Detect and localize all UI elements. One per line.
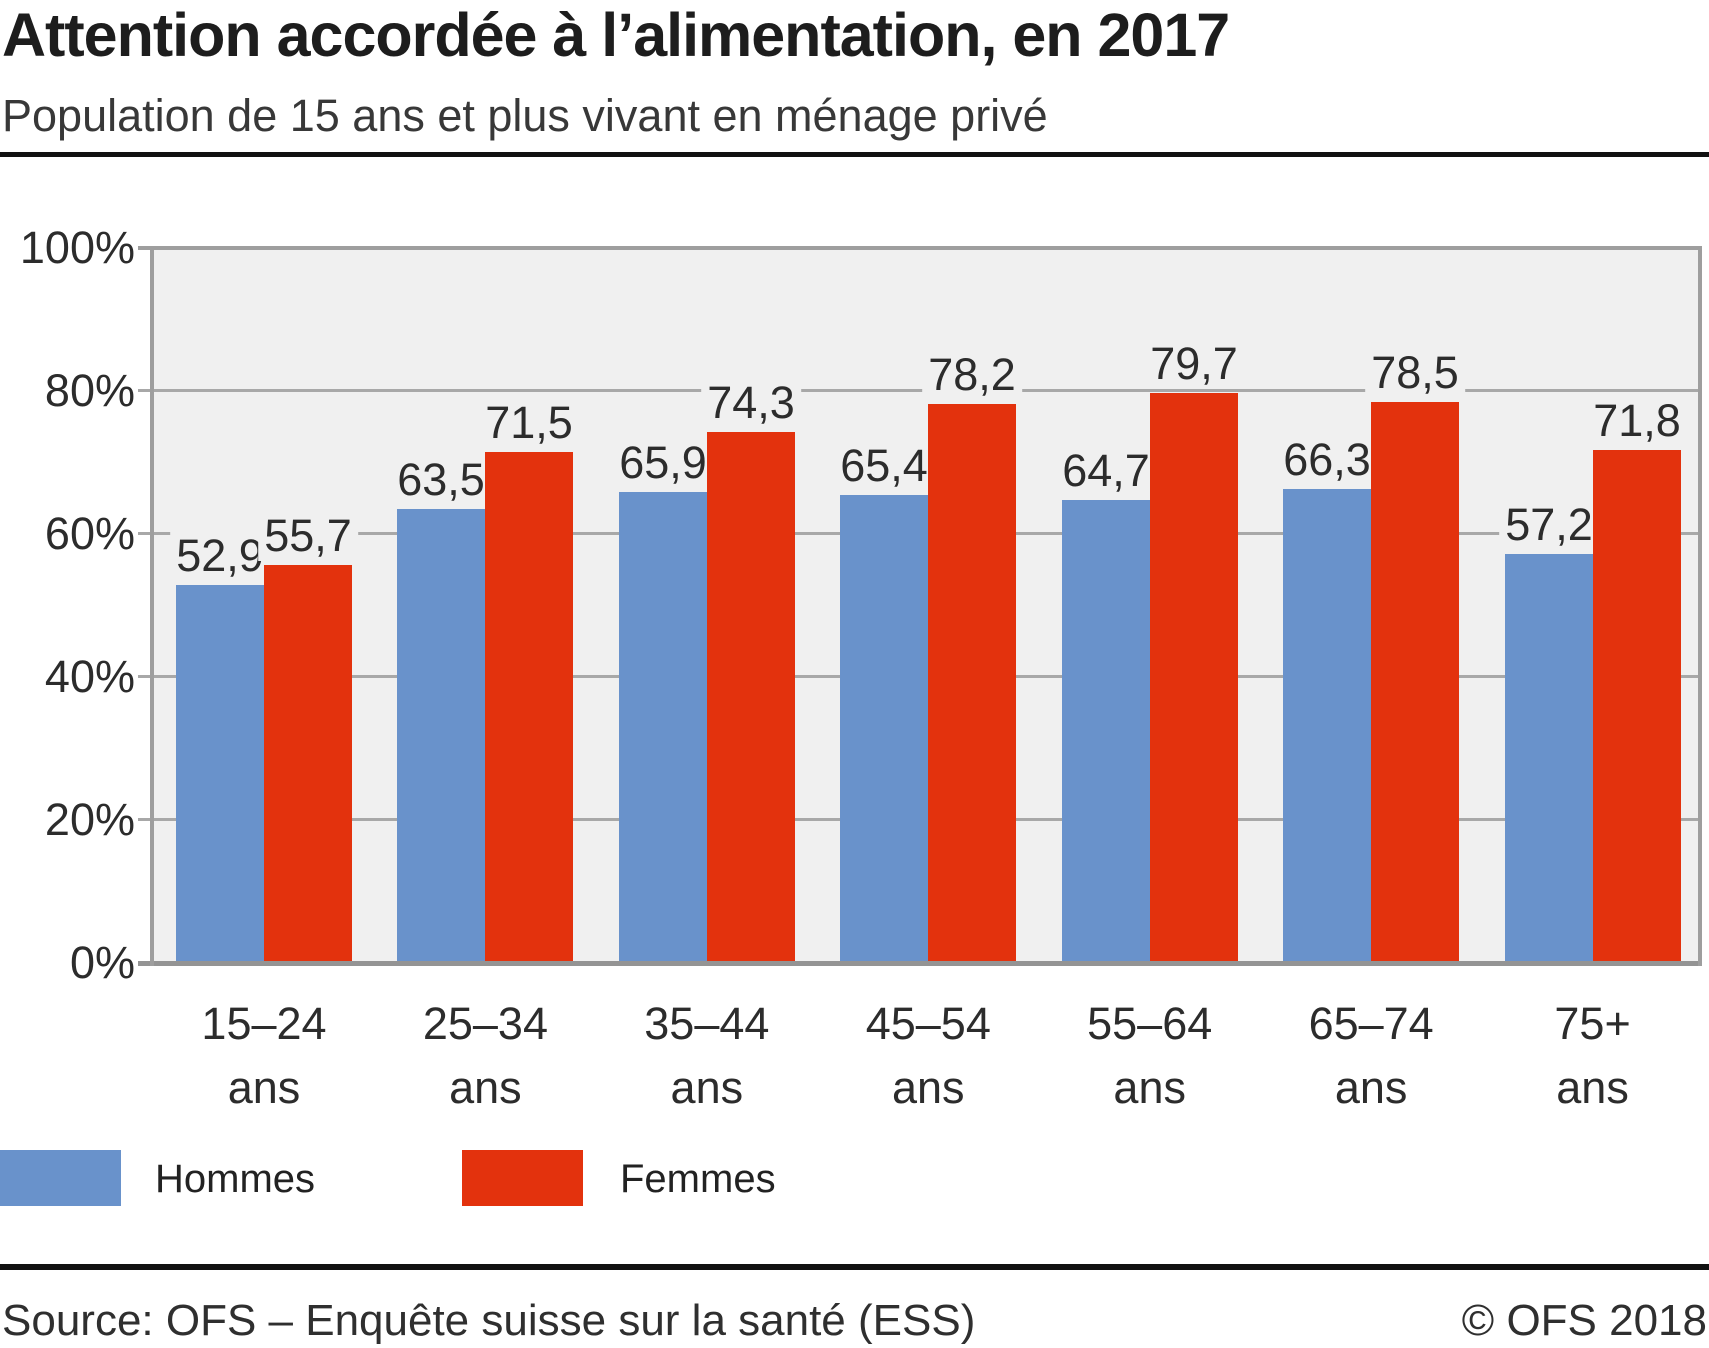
x-axis-label-45–54: 45–54 ans [866,992,991,1120]
chart-title: Attention accordée à l’alimentation, en … [2,1,1230,69]
x-axis-label-25–34: 25–34 ans [423,992,548,1120]
x-axis-label-65–74: 65–74 ans [1309,992,1434,1120]
x-axis-label-range: 65–74 [1308,998,1434,1049]
gridline-100pct [138,246,1702,250]
bar-femmes-45–54 [928,404,1016,963]
x-axis-label-35–44: 35–44 ans [644,992,769,1120]
x-axis-label-unit: ans [1556,1062,1629,1113]
legend-label-hommes: Hommes [155,1157,316,1201]
x-axis-label-unit: ans [1113,1062,1186,1113]
bar-value-label: 63,5 [391,454,491,505]
x-axis-label-range: 15–24 [201,998,327,1049]
bar-femmes-65–74 [1371,402,1459,963]
plot-area: 52,9 63,5 65,9 65,4 64,7 66,3 57,2 55,7 71,5 74,3… [138,248,1702,963]
legend-label-femmes: Femmes [620,1157,776,1201]
bar-hommes-25–34 [397,509,485,963]
bar-value-label: 65,4 [834,440,934,491]
bar-value-label: 78,5 [1365,347,1465,398]
plot-right-border [1698,246,1702,966]
legend-swatch-femmes [462,1150,583,1206]
x-axis-label-unit: ans [1334,1062,1408,1113]
bar-value-label: 57,2 [1499,499,1599,550]
bar-femmes-35–44 [707,432,795,963]
bar-hommes-15–24 [176,585,264,963]
x-axis-label-range: 25–34 [422,998,548,1049]
legend: Hommes Femmes [0,1150,1709,1206]
bar-value-label: 65,9 [613,437,713,488]
bar-value-label: 71,5 [479,397,579,448]
bar-hommes-65–74 [1283,489,1371,963]
bar-femmes-55–64 [1150,393,1238,963]
x-axis-label-range: 35–44 [644,998,770,1049]
x-axis-label-unit: ans [670,1062,744,1113]
bar-value-label: 74,3 [701,377,801,428]
x-axis-label-unit: ans [227,1062,301,1113]
x-axis-label-75+: 75+ ans [1554,992,1630,1120]
x-axis-line [138,961,1702,966]
legend-swatch-hommes [0,1150,121,1206]
header-divider [0,152,1709,157]
bar-value-label: 71,8 [1587,395,1687,446]
bar-hommes-75+ [1505,554,1593,963]
y-axis-line [150,246,154,966]
x-axis-label-range: 75+ [1554,998,1631,1049]
y-axis-tick-label: 0% [69,937,135,988]
y-axis-tick-label: 60% [44,508,135,559]
copyright-note: © OFS 2018 [1461,1296,1707,1345]
bar-hommes-55–64 [1062,500,1150,963]
bar-femmes-75+ [1593,450,1681,963]
x-axis-label-range: 55–64 [1087,998,1213,1049]
y-axis-tick-label: 80% [44,365,135,416]
chart-subtitle: Population de 15 ans et plus vivant en m… [2,90,1048,141]
bar-value-label: 66,3 [1277,434,1377,485]
x-axis-label-55–64: 55–64 ans [1087,992,1212,1120]
gridline-80% [138,389,1702,392]
bar-femmes-25–34 [485,452,573,963]
bar-hommes-45–54 [840,495,928,963]
footer-divider [0,1264,1709,1270]
x-axis-label-unit: ans [891,1062,965,1113]
bar-femmes-15–24 [264,565,352,963]
x-axis-label-15–24: 15–24 ans [201,992,326,1120]
x-axis-label-unit: ans [449,1062,522,1113]
y-axis-tick-label: 20% [44,794,135,845]
y-axis-tick-label: 40% [44,651,135,702]
bar-value-label: 64,7 [1056,445,1156,496]
bar-value-label: 52,9 [170,530,270,581]
bar-value-label: 78,2 [922,349,1022,400]
source-note: Source: OFS – Enquête suisse sur la sant… [2,1296,976,1345]
bar-value-label: 79,7 [1144,338,1244,389]
bar-value-label: 55,7 [258,510,358,561]
y-axis-tick-label: 100% [19,222,135,273]
bar-hommes-35–44 [619,492,707,963]
x-axis-label-range: 45–54 [865,998,991,1049]
